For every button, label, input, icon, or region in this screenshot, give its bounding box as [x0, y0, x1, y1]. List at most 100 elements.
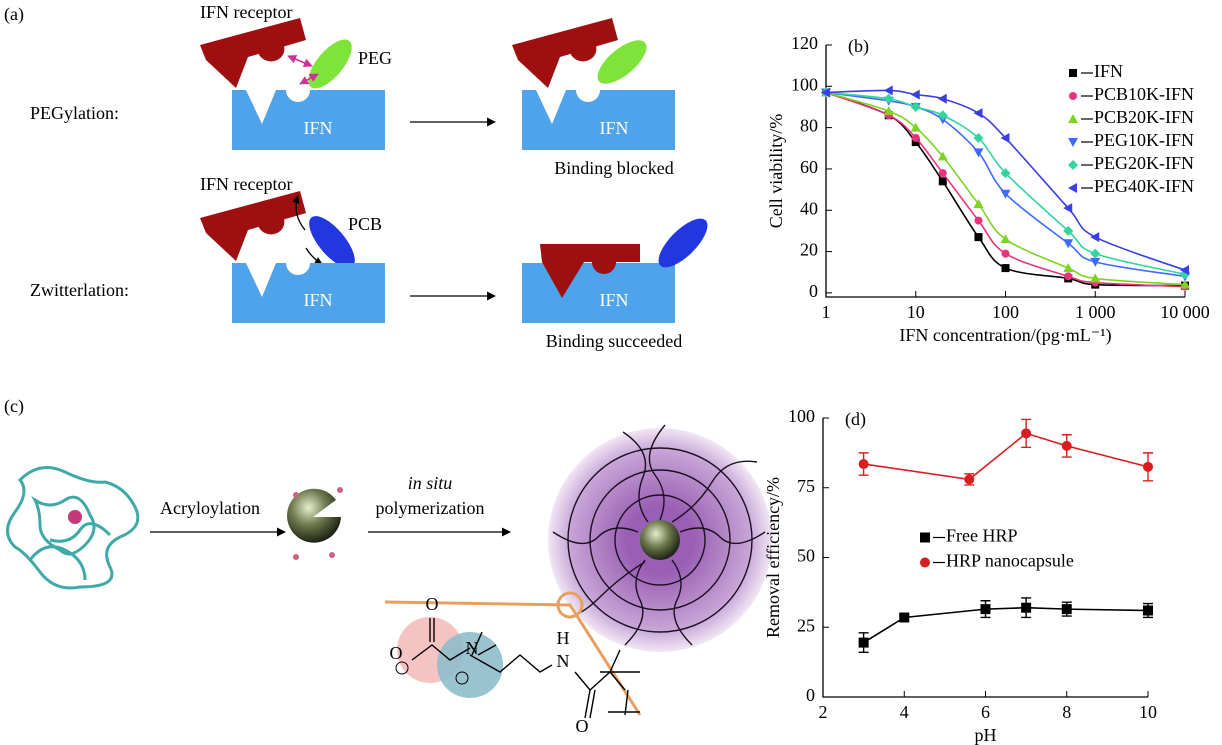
- marker: [964, 474, 974, 484]
- panel-label: (b): [848, 36, 869, 57]
- y-tick-label: 100: [791, 74, 818, 94]
- marker: [920, 533, 930, 543]
- y-axis-label: Removal efficiency/%: [763, 477, 783, 638]
- marker: [974, 217, 982, 225]
- polymer-label: PCB: [348, 214, 382, 234]
- legend-label: PCB10K-IFN: [1094, 84, 1194, 104]
- y-tick-label: 25: [797, 615, 815, 635]
- receptor-label: IFN receptor: [200, 2, 292, 22]
- x-tick-label: 2: [819, 702, 828, 722]
- protein-label: IFN: [599, 290, 628, 310]
- series-line: [864, 433, 1148, 479]
- y-tick-label: 0: [809, 281, 818, 301]
- marker: [899, 612, 909, 622]
- marker: [1068, 183, 1077, 193]
- active-site: [68, 510, 82, 524]
- x-tick-label: 8: [1062, 702, 1071, 722]
- atom-label: O: [576, 716, 589, 736]
- marker: [859, 638, 869, 648]
- y-tick-label: 120: [791, 33, 818, 53]
- result-label: Binding blocked: [554, 158, 674, 178]
- marker: [1143, 606, 1153, 616]
- panel-c: (c) Acryloylation in situ polymerization…: [4, 396, 772, 736]
- marker: [1002, 264, 1010, 272]
- legend-label: PEG20K-IFN: [1094, 153, 1194, 173]
- x-tick-label: 1: [822, 302, 831, 322]
- marker: [859, 459, 869, 469]
- marker: [1062, 441, 1072, 451]
- panel-a: (a) IFN receptor PEG IFN PEGylation: IFN…: [4, 2, 715, 351]
- protein-label: IFN: [599, 118, 628, 138]
- marker: [1068, 160, 1078, 170]
- marker: [884, 94, 894, 104]
- y-tick-label: 60: [800, 157, 818, 177]
- pcb: [651, 211, 715, 275]
- marker: [1068, 114, 1078, 123]
- x-axis-label: pH: [975, 725, 997, 745]
- atom-label: O: [426, 594, 439, 614]
- marker: [939, 177, 947, 185]
- marker: [1090, 232, 1099, 242]
- panel-label: (c): [4, 396, 24, 417]
- legend-label: PCB20K-IFN: [1094, 107, 1194, 127]
- legend-label: PEG10K-IFN: [1094, 130, 1194, 150]
- attract-arrow: [306, 248, 322, 264]
- step-label: polymerization: [376, 498, 485, 518]
- marker: [938, 110, 948, 120]
- atom-label: O: [390, 643, 403, 663]
- y-axis-label: Cell viability/%: [766, 114, 786, 229]
- y-tick-label: 50: [797, 546, 815, 566]
- panel-label: (a): [4, 4, 24, 25]
- x-tick-label: 10: [1139, 702, 1157, 722]
- marker: [1069, 92, 1077, 100]
- marker: [1090, 249, 1100, 259]
- x-tick-label: 4: [900, 702, 909, 722]
- core-protein: [640, 520, 680, 560]
- figure: (a) IFN receptor PEG IFN PEGylation: IFN…: [0, 0, 1222, 745]
- repel-arrow: [288, 56, 312, 66]
- legend-label: IFN: [1094, 61, 1123, 81]
- marker: [920, 558, 930, 568]
- legend-label: PEG40K-IFN: [1094, 176, 1194, 196]
- result-label: Binding succeeded: [546, 331, 682, 351]
- y-tick-label: 100: [788, 406, 815, 426]
- y-tick-label: 75: [797, 476, 815, 496]
- x-tick-label: 10: [907, 302, 925, 322]
- x-tick-label: 10 000: [1160, 302, 1210, 322]
- x-tick-label: 100: [992, 302, 1019, 322]
- marker: [938, 94, 947, 104]
- protein-label: IFN: [303, 118, 332, 138]
- receptor: [200, 18, 306, 88]
- marker: [973, 108, 982, 118]
- marker: [974, 233, 982, 241]
- marker: [1143, 462, 1153, 472]
- marker: [1068, 138, 1078, 147]
- marker: [884, 85, 893, 95]
- panel-label: (d): [845, 409, 866, 430]
- marker: [912, 134, 920, 142]
- peg: [301, 33, 359, 96]
- atom-label: N: [557, 651, 570, 671]
- receptor-label: IFN receptor: [200, 174, 292, 194]
- protein-ribbon: [8, 468, 138, 589]
- protein-label: IFN: [303, 290, 332, 310]
- marker: [1063, 263, 1073, 272]
- x-axis-label: IFN concentration/(pg·mL⁻¹): [899, 325, 1111, 346]
- marker: [1064, 272, 1072, 280]
- y-tick-label: 80: [800, 116, 818, 136]
- row-label: Zwitterlation:: [30, 280, 129, 300]
- marker: [1062, 604, 1072, 614]
- step-label: Acryloylation: [160, 498, 260, 518]
- polymer-label: PEG: [358, 48, 392, 68]
- y-tick-label: 20: [800, 240, 818, 260]
- marker: [911, 90, 920, 100]
- receptor: [200, 191, 306, 261]
- legend-label: Free HRP: [946, 526, 1018, 546]
- marker: [939, 169, 947, 177]
- legend-label: HRP nanocapsule: [946, 551, 1074, 571]
- y-tick-label: 0: [806, 685, 815, 705]
- marker: [981, 604, 991, 614]
- atom-label: N: [466, 638, 479, 658]
- row-label: PEGylation:: [30, 103, 119, 123]
